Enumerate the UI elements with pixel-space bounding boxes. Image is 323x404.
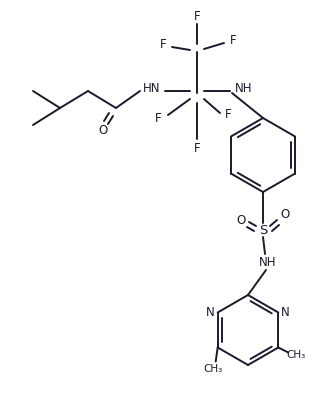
Text: N: N xyxy=(206,306,215,319)
Text: O: O xyxy=(99,124,108,137)
Text: S: S xyxy=(259,223,267,236)
Text: NH: NH xyxy=(235,82,253,95)
Text: CH₃: CH₃ xyxy=(287,351,306,360)
Text: F: F xyxy=(230,34,236,46)
Text: N: N xyxy=(281,306,290,319)
Text: F: F xyxy=(160,38,166,51)
Text: CH₃: CH₃ xyxy=(203,364,222,375)
Text: F: F xyxy=(194,10,200,23)
Text: F: F xyxy=(155,112,161,124)
Text: F: F xyxy=(225,109,231,122)
Text: O: O xyxy=(236,213,245,227)
Text: NH: NH xyxy=(259,255,277,269)
Text: F: F xyxy=(194,141,200,154)
Text: HN: HN xyxy=(143,82,161,95)
Text: O: O xyxy=(280,208,290,221)
